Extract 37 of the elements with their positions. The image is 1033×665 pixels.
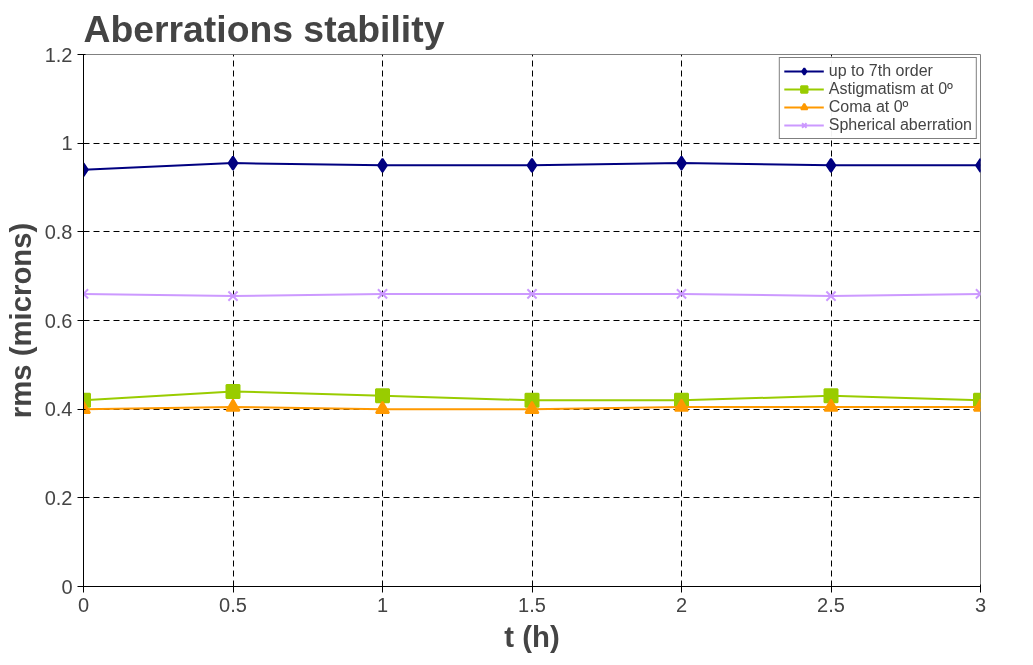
y-tick-label: 0.6: [44, 309, 73, 332]
point: [675, 288, 688, 300]
point: [227, 290, 239, 302]
x-tick-label: 3: [974, 593, 987, 616]
y-tick-label: 0.8: [44, 220, 73, 243]
x-tick-label: 2: [675, 593, 688, 616]
legend-label: Spherical aberration: [828, 116, 972, 134]
point: [674, 398, 689, 412]
x-axis-title: t (h): [504, 619, 560, 653]
x-tick-label: 1: [376, 593, 389, 616]
legend-label: Astigmatism at 0º: [828, 80, 953, 98]
x-tick-label: 1.5: [518, 593, 546, 616]
point: [526, 288, 538, 300]
legend-label: up to 7th order: [828, 62, 933, 80]
y-tick-label: 1: [61, 132, 73, 155]
y-axis-title: rms (microns): [3, 222, 37, 419]
y-tick-label: 1.2: [44, 43, 73, 66]
point: [825, 157, 837, 173]
point: [524, 400, 540, 414]
point: [823, 388, 839, 404]
point: [825, 290, 837, 302]
point: [375, 388, 390, 404]
y-tick-label: 0: [61, 575, 73, 598]
point: [225, 398, 241, 412]
y-tick-label: 0.4: [44, 398, 73, 421]
legend-label: Coma at 0º: [828, 98, 909, 116]
point: [526, 157, 538, 173]
point: [375, 400, 390, 414]
chart-title: Aberrations stability: [83, 7, 445, 50]
x-tick-label: 0: [77, 593, 90, 616]
y-tick-label: 0.2: [44, 486, 73, 509]
x-tick-label: 0.5: [219, 593, 247, 616]
x-tick-label: 2.5: [817, 593, 845, 616]
point: [225, 383, 241, 399]
point: [376, 288, 389, 300]
point: [227, 155, 239, 171]
point: [823, 398, 839, 412]
